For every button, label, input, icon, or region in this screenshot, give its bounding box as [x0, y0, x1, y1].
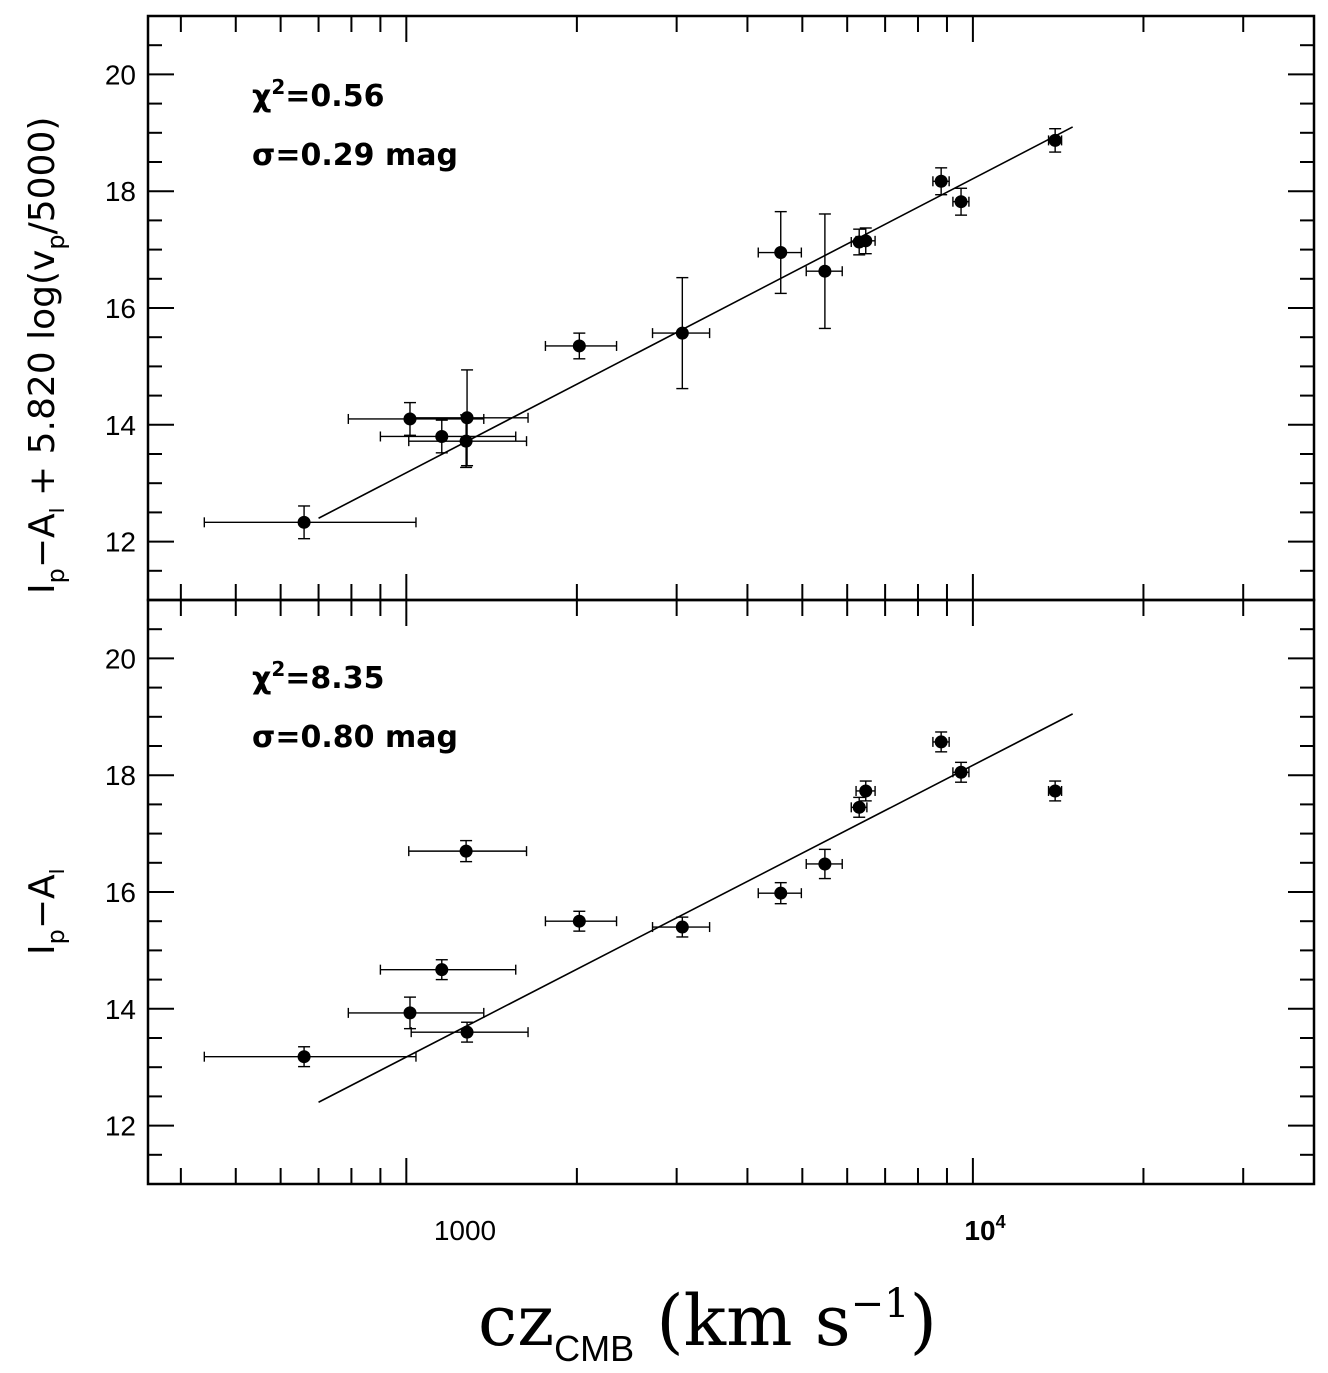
- data-point-group: [203, 505, 417, 540]
- data-point-group: [651, 276, 711, 390]
- bottom-sigma-annotation: σ=0.80 mag: [252, 720, 458, 755]
- top-panel-y-tick-labels: 12 14 16 18 20: [105, 59, 136, 557]
- data-point-group: [855, 780, 876, 802]
- data-point: [435, 429, 449, 443]
- data-point-group: [932, 731, 950, 753]
- data-point: [774, 886, 788, 900]
- y-tick-label: 14: [105, 410, 136, 441]
- top-panel: 12 14 16 18 20 χ2=0.56 σ=0.29 mag Ip−AI + 5.…: [22, 14, 1316, 602]
- data-point: [403, 1006, 417, 1020]
- data-point: [859, 234, 873, 248]
- x-axis-label: czCMB (km s−1): [478, 1280, 937, 1369]
- y-tick-label: 16: [105, 877, 136, 908]
- y-tick-label: 12: [105, 527, 136, 558]
- data-point: [675, 326, 689, 340]
- data-point-group: [952, 761, 970, 783]
- data-point-group: [408, 839, 528, 863]
- data-point: [818, 264, 832, 278]
- y-tick-label: 20: [105, 643, 136, 674]
- data-point-group: [410, 1021, 529, 1043]
- y-tick-label: 12: [105, 1111, 136, 1142]
- data-point-group: [952, 187, 970, 216]
- y-tick-label: 20: [105, 59, 136, 90]
- data-point: [954, 195, 968, 209]
- data-point: [1048, 133, 1062, 147]
- data-point-group: [651, 916, 711, 938]
- data-point-group: [410, 369, 529, 467]
- data-point: [774, 246, 788, 260]
- bottom-panel-ticks: [148, 600, 1315, 1184]
- data-point-group: [855, 227, 876, 255]
- data-point: [852, 800, 866, 814]
- data-point: [435, 963, 449, 977]
- y-tick-label: 18: [105, 760, 136, 791]
- x-tick-label-1000: 1000: [434, 1215, 496, 1246]
- data-point-group: [1047, 128, 1063, 153]
- data-point: [297, 515, 311, 529]
- data-point-group: [757, 210, 803, 295]
- data-point: [572, 914, 586, 928]
- top-chi2-annotation: χ2=0.56: [252, 75, 384, 114]
- y-tick-label: 18: [105, 176, 136, 207]
- data-point: [403, 412, 417, 426]
- top-y-axis-label: Ip−AI + 5.820 log(vp/5000): [22, 117, 70, 594]
- bottom-fit-line: [318, 713, 1074, 1103]
- data-point-group: [544, 332, 618, 360]
- data-point: [460, 411, 474, 425]
- data-point: [1048, 784, 1062, 798]
- y-tick-label: 16: [105, 293, 136, 324]
- data-point-group: [544, 910, 618, 932]
- data-point-group: [1047, 780, 1063, 802]
- bottom-panel: 12 14 16 18 20 χ2=8.35 σ=0.80 mag Ip−AI: [22, 598, 1316, 1186]
- y-tick-label: 14: [105, 994, 136, 1025]
- top-data-points: [203, 128, 1063, 540]
- data-point: [675, 920, 689, 934]
- data-point: [934, 735, 948, 749]
- data-point: [934, 174, 948, 188]
- data-point: [818, 857, 832, 871]
- bottom-chi2-annotation: χ2=8.35: [252, 657, 384, 696]
- data-point-group: [805, 848, 843, 880]
- bottom-panel-y-tick-labels: 12 14 16 18 20: [105, 643, 136, 1141]
- data-point: [459, 844, 473, 858]
- data-point: [297, 1050, 311, 1064]
- data-point: [954, 765, 968, 779]
- top-fit-line: [318, 126, 1074, 519]
- data-point-group: [203, 1046, 417, 1068]
- data-point: [572, 339, 586, 353]
- data-point-group: [379, 419, 517, 454]
- data-point-group: [757, 881, 803, 905]
- data-point: [460, 1025, 474, 1039]
- data-point-group: [932, 167, 950, 196]
- data-point-group: [805, 213, 843, 330]
- top-panel-ticks: [148, 16, 1315, 600]
- x-tick-label-10000: 104: [964, 1212, 1005, 1246]
- data-point-group: [850, 796, 868, 818]
- data-point-group: [379, 959, 517, 981]
- data-point: [459, 434, 473, 448]
- top-sigma-annotation: σ=0.29 mag: [252, 138, 458, 173]
- bottom-data-points: [203, 731, 1063, 1068]
- bottom-y-axis-label: Ip−AI: [22, 868, 70, 955]
- data-point-group: [347, 996, 485, 1030]
- data-point: [859, 784, 873, 798]
